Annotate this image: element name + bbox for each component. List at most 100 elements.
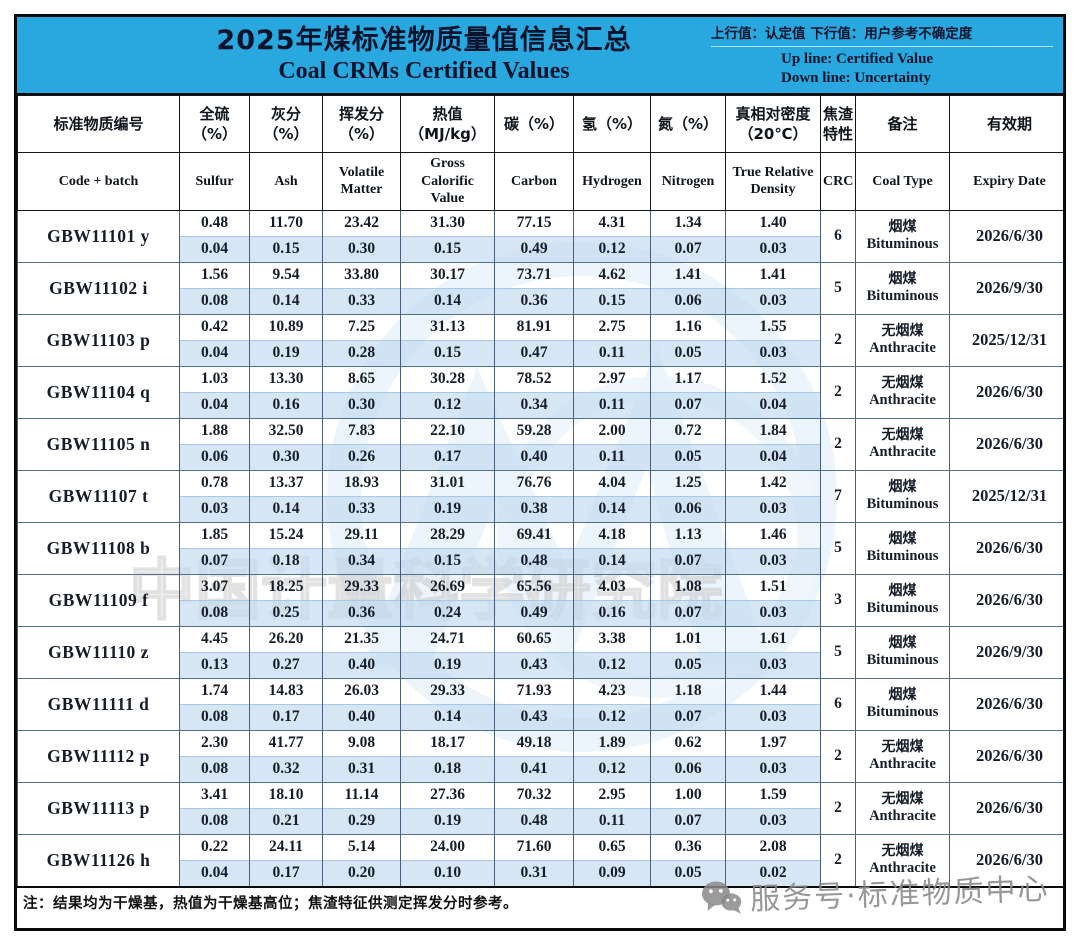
ash-certified: 18.10	[249, 781, 323, 808]
carbon-certified: 78.52	[494, 365, 574, 392]
nitrogen-uncertainty: 0.05	[650, 651, 726, 678]
crm-row-certified: GBW11108 b 1.85 15.24 29.11 28.29 69.41 …	[17, 521, 1063, 574]
coal-type: 无烟煤 Anthracite	[855, 313, 950, 366]
carbon-certified: 77.15	[494, 209, 574, 236]
sulfur-certified: 0.22	[179, 833, 250, 860]
sulfur-uncertainty: 0.04	[179, 339, 250, 366]
trd-certified: 1.61	[725, 625, 821, 652]
ash-uncertainty: 0.19	[249, 339, 323, 366]
col-crc-en: CRC	[820, 152, 856, 211]
carbon-certified: 65.56	[494, 573, 574, 600]
col-carbon-en: Carbon	[494, 152, 574, 211]
carbon-certified: 81.91	[494, 313, 574, 340]
carbon-uncertainty: 0.49	[494, 235, 574, 262]
hydrogen-uncertainty: 0.12	[573, 755, 651, 782]
expiry-date: 2026/6/30	[949, 677, 1063, 730]
hydrogen-uncertainty: 0.11	[573, 807, 651, 834]
nitrogen-certified: 1.01	[650, 625, 726, 652]
sulfur-uncertainty: 0.13	[179, 651, 250, 678]
ash-uncertainty: 0.32	[249, 755, 323, 782]
trd-uncertainty: 0.04	[725, 443, 821, 470]
col-hydrogen-en: Hydrogen	[573, 152, 651, 211]
col-gcv-en: Gross Calorific Value	[400, 152, 495, 211]
gcv-certified: 31.01	[400, 469, 495, 496]
coal-type-chinese: 烟煤	[888, 530, 917, 547]
trd-uncertainty: 0.03	[725, 547, 821, 574]
sulfur-certified: 4.45	[179, 625, 250, 652]
volatile-certified: 9.08	[322, 729, 401, 756]
hydrogen-certified: 1.89	[573, 729, 651, 756]
nitrogen-certified: 1.08	[650, 573, 726, 600]
trd-uncertainty: 0.03	[725, 235, 821, 262]
nitrogen-certified: 0.36	[650, 833, 726, 860]
carbon-certified: 76.76	[494, 469, 574, 496]
volatile-uncertainty: 0.40	[322, 651, 401, 678]
nitrogen-certified: 1.17	[650, 365, 726, 392]
expiry-date: 2026/6/30	[949, 729, 1063, 782]
sulfur-uncertainty: 0.04	[179, 391, 250, 418]
sulfur-certified: 1.56	[179, 261, 250, 288]
coal-type: 无烟煤 Anthracite	[855, 417, 950, 470]
ash-uncertainty: 0.21	[249, 807, 323, 834]
coal-type: 无烟煤 Anthracite	[855, 781, 950, 834]
crm-code: GBW11104 q	[17, 365, 180, 418]
volatile-certified: 7.83	[322, 417, 401, 444]
trd-uncertainty: 0.03	[725, 807, 821, 834]
hydrogen-uncertainty: 0.11	[573, 391, 651, 418]
nitrogen-certified: 1.00	[650, 781, 726, 808]
hydrogen-uncertainty: 0.12	[573, 235, 651, 262]
expiry-date: 2026/9/30	[949, 261, 1063, 314]
crc-value: 5	[820, 625, 856, 678]
sulfur-certified: 1.88	[179, 417, 250, 444]
col-trd-cn: 真相对密度 （20℃）	[725, 95, 821, 153]
ash-certified: 11.70	[249, 209, 323, 236]
crm-row-uncertainty: 0.04 0.17 0.20 0.10 0.31 0.09 0.05 0.02	[18, 859, 1064, 886]
crm-code: GBW11107 t	[17, 469, 180, 522]
volatile-certified: 7.25	[322, 313, 401, 340]
sulfur-certified: 3.07	[179, 573, 250, 600]
trd-uncertainty: 0.03	[725, 599, 821, 626]
ash-uncertainty: 0.16	[249, 391, 323, 418]
crm-row-uncertainty: 0.08 0.21 0.29 0.19 0.48 0.11 0.07 0.03	[18, 807, 1064, 834]
coal-type-chinese: 烟煤	[888, 582, 917, 599]
sulfur-certified: 2.30	[179, 729, 250, 756]
hydrogen-uncertainty: 0.11	[573, 443, 651, 470]
trd-certified: 1.52	[725, 365, 821, 392]
hydrogen-certified: 4.23	[573, 677, 651, 704]
gcv-uncertainty: 0.10	[400, 859, 495, 886]
crc-value: 5	[820, 521, 856, 574]
nitrogen-certified: 1.41	[650, 261, 726, 288]
volatile-certified: 18.93	[322, 469, 401, 496]
nitrogen-uncertainty: 0.07	[650, 599, 726, 626]
ash-uncertainty: 0.17	[249, 703, 323, 730]
trd-uncertainty: 0.03	[725, 495, 821, 522]
expiry-date: 2026/6/30	[949, 417, 1063, 470]
trd-certified: 1.51	[725, 573, 821, 600]
volatile-certified: 21.35	[322, 625, 401, 652]
hydrogen-certified: 0.65	[573, 833, 651, 860]
sulfur-uncertainty: 0.07	[179, 547, 250, 574]
col-nitrogen-cn: 氮（%）	[650, 95, 726, 153]
crc-value: 6	[820, 677, 856, 730]
nitrogen-uncertainty: 0.05	[650, 443, 726, 470]
coal-type-chinese: 无烟煤	[881, 426, 924, 443]
expiry-date: 2026/6/30	[949, 521, 1063, 574]
coal-type-english: Anthracite	[869, 444, 936, 461]
crm-values-table: 标准物质编号 全硫 （%） 灰分 （%） 挥发分 （%） 热值 （MJ/kg） 碳（%）…	[17, 95, 1064, 886]
carbon-uncertainty: 0.41	[494, 755, 574, 782]
coal-type-english: Bituminous	[866, 652, 939, 669]
volatile-uncertainty: 0.36	[322, 599, 401, 626]
col-sulfur-cn: 全硫 （%）	[179, 95, 250, 153]
hydrogen-certified: 3.38	[573, 625, 651, 652]
nitrogen-uncertainty: 0.07	[650, 235, 726, 262]
hydrogen-uncertainty: 0.14	[573, 495, 651, 522]
col-coaltype-en: Coal Type	[855, 152, 950, 211]
nitrogen-certified: 1.18	[650, 677, 726, 704]
coal-type-english: Bituminous	[866, 548, 939, 565]
expiry-date: 2026/9/30	[949, 625, 1063, 678]
nitrogen-certified: 0.62	[650, 729, 726, 756]
col-code-cn: 标准物质编号	[17, 95, 180, 153]
coal-type: 无烟煤 Anthracite	[855, 365, 950, 418]
trd-uncertainty: 0.04	[725, 391, 821, 418]
gcv-uncertainty: 0.15	[400, 235, 495, 262]
